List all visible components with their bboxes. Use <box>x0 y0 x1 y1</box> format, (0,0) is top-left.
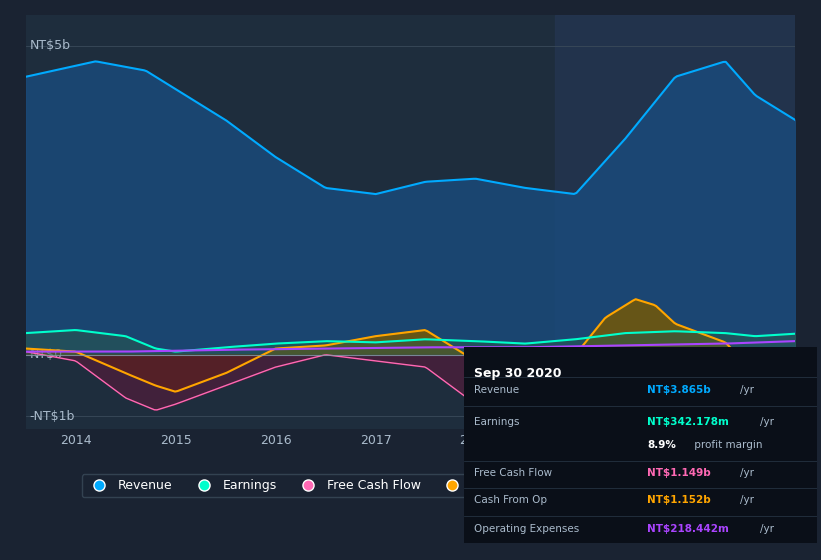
Text: /yr: /yr <box>740 385 754 395</box>
Text: /yr: /yr <box>759 417 773 427</box>
Text: NT$1.152b: NT$1.152b <box>648 495 711 505</box>
Text: Free Cash Flow: Free Cash Flow <box>475 468 553 478</box>
Text: Operating Expenses: Operating Expenses <box>475 525 580 534</box>
Text: /yr: /yr <box>759 525 773 534</box>
Legend: Revenue, Earnings, Free Cash Flow, Cash From Op, Operating Expenses: Revenue, Earnings, Free Cash Flow, Cash … <box>81 474 740 497</box>
Text: NT$0: NT$0 <box>30 348 62 361</box>
Text: NT$3.865b: NT$3.865b <box>648 385 711 395</box>
Text: Sep 30 2020: Sep 30 2020 <box>475 367 562 380</box>
Text: /yr: /yr <box>740 468 754 478</box>
Text: -NT$1b: -NT$1b <box>30 410 75 423</box>
Text: Cash From Op: Cash From Op <box>475 495 548 505</box>
Text: NT$5b: NT$5b <box>30 39 71 53</box>
Text: profit margin: profit margin <box>690 440 762 450</box>
Text: NT$218.442m: NT$218.442m <box>648 525 729 534</box>
Text: 8.9%: 8.9% <box>648 440 677 450</box>
Text: NT$342.178m: NT$342.178m <box>648 417 729 427</box>
Text: Earnings: Earnings <box>475 417 520 427</box>
Text: NT$1.149b: NT$1.149b <box>648 468 711 478</box>
Text: Revenue: Revenue <box>475 385 520 395</box>
Text: /yr: /yr <box>740 495 754 505</box>
Bar <box>556 15 796 429</box>
